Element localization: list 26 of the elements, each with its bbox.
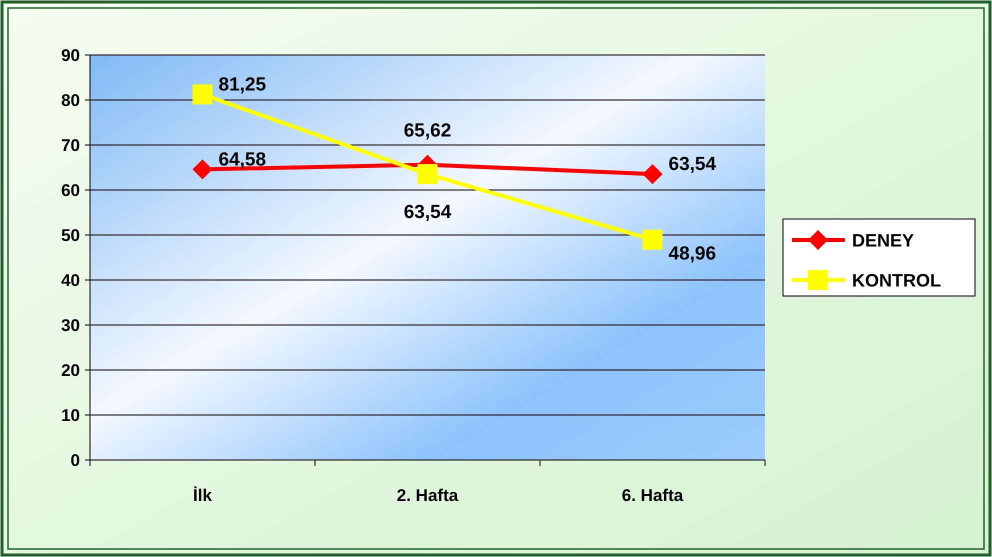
point xyxy=(642,230,662,250)
legend-label: KONTROL xyxy=(852,270,941,290)
y-tick-label: 0 xyxy=(70,450,80,470)
y-tick-label: 30 xyxy=(61,316,80,335)
data-label: 64,58 xyxy=(218,149,266,170)
point xyxy=(192,159,212,180)
point xyxy=(642,164,662,184)
y-tick-label: 70 xyxy=(61,136,80,155)
x-tick-label: 6. Hafta xyxy=(622,486,684,505)
point xyxy=(192,84,212,104)
point xyxy=(418,164,438,184)
data-label: 63,54 xyxy=(668,154,716,176)
y-tick-label: 40 xyxy=(61,270,80,290)
y-tick-label: 60 xyxy=(61,180,80,200)
data-label: 65,62 xyxy=(404,120,452,142)
y-tick-label: 90 xyxy=(61,46,80,65)
data-label: 63,54 xyxy=(404,202,452,224)
data-label: 48,96 xyxy=(668,244,716,265)
y-tick-label: 10 xyxy=(61,406,80,425)
y-tick-label: 50 xyxy=(61,226,80,245)
y-tick-label: 80 xyxy=(61,90,80,110)
data-label: 81,25 xyxy=(218,74,266,96)
y-tick-label: 20 xyxy=(61,360,80,380)
legend-label: DENEY xyxy=(852,230,914,250)
x-tick-label: 2. Hafta xyxy=(396,486,459,505)
x-tick-label: İlk xyxy=(193,486,212,505)
